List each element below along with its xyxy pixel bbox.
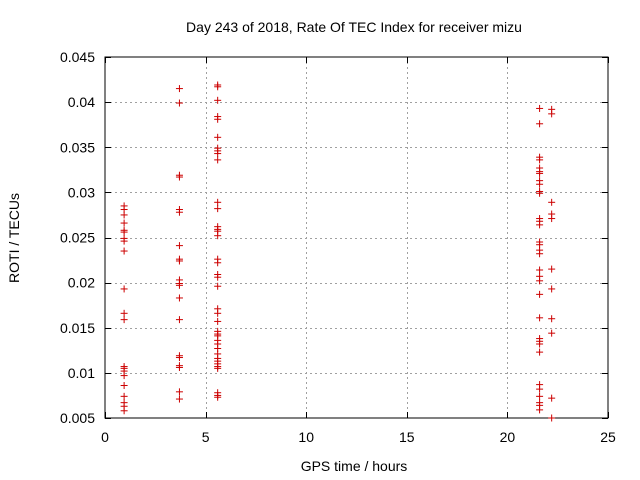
- data-point: [214, 198, 222, 206]
- data-point: [175, 208, 183, 216]
- y-tick-label: 0.03: [68, 184, 95, 200]
- data-point: [214, 133, 222, 141]
- data-point: [536, 406, 544, 414]
- y-axis-label: ROTI / TECUs: [6, 193, 22, 283]
- data-points: [120, 81, 556, 422]
- data-point: [214, 205, 222, 213]
- data-point: [175, 99, 183, 107]
- data-point: [214, 232, 222, 240]
- x-tick-label: 25: [600, 429, 616, 445]
- x-tick-label: 10: [298, 429, 314, 445]
- data-point: [536, 385, 544, 393]
- data-point: [536, 180, 544, 188]
- y-tick-label: 0.005: [60, 410, 95, 426]
- data-point: [548, 285, 556, 293]
- data-point: [548, 329, 556, 337]
- data-point: [536, 156, 544, 164]
- data-point: [120, 407, 128, 415]
- data-point: [548, 315, 556, 323]
- data-point: [214, 259, 222, 267]
- data-point: [536, 348, 544, 356]
- data-point: [120, 392, 128, 400]
- plot-frame: [104, 56, 609, 419]
- data-point: [120, 372, 128, 380]
- data-point: [536, 221, 544, 229]
- x-tick-label: 20: [500, 429, 516, 445]
- data-point: [120, 382, 128, 390]
- data-point: [536, 250, 544, 258]
- axis-ticks: 0 5 10 15 20 25 0.005 0.01 0.015 0.02 0.025 0.03 0.0…: [60, 49, 616, 445]
- data-point: [214, 115, 222, 123]
- y-tick-label: 0.045: [60, 49, 95, 65]
- y-tick-label: 0.035: [60, 139, 95, 155]
- data-point: [120, 247, 128, 255]
- x-axis-label: GPS time / hours: [301, 458, 408, 474]
- data-point: [536, 290, 544, 298]
- data-point: [548, 394, 556, 402]
- data-point: [548, 265, 556, 273]
- data-point: [120, 211, 128, 219]
- data-point: [214, 364, 222, 372]
- data-point: [120, 237, 128, 245]
- grid-lines: [105, 57, 608, 418]
- y-tick-label: 0.025: [60, 230, 95, 246]
- x-tick-label: 15: [399, 429, 415, 445]
- data-point: [536, 277, 544, 285]
- data-point: [536, 104, 544, 112]
- data-point: [536, 340, 544, 348]
- data-point: [175, 316, 183, 324]
- data-point: [214, 273, 222, 281]
- y-tick-label: 0.01: [68, 365, 95, 381]
- data-point: [175, 354, 183, 362]
- x-tick-label: 0: [101, 429, 109, 445]
- data-point: [536, 120, 544, 128]
- data-point: [214, 317, 222, 325]
- data-point: [536, 314, 544, 322]
- data-point: [214, 156, 222, 164]
- y-tick-label: 0.04: [68, 94, 95, 110]
- data-point: [120, 309, 128, 317]
- data-point: [548, 198, 556, 206]
- y-tick-label: 0.015: [60, 320, 95, 336]
- data-point: [120, 228, 128, 236]
- data-point: [120, 285, 128, 293]
- chart-title: Day 243 of 2018, Rate Of TEC Index for r…: [186, 19, 522, 35]
- data-point: [175, 395, 183, 403]
- data-point: [175, 363, 183, 371]
- data-point: [536, 392, 544, 400]
- data-point: [175, 257, 183, 265]
- data-point: [548, 414, 556, 422]
- data-point: [536, 189, 544, 197]
- data-point: [214, 282, 222, 290]
- data-point: [548, 110, 556, 118]
- data-point: [548, 215, 556, 223]
- data-point: [214, 150, 222, 158]
- data-point: [175, 281, 183, 289]
- data-point: [175, 388, 183, 396]
- data-point: [214, 309, 222, 317]
- data-point: [536, 266, 544, 274]
- data-point: [214, 393, 222, 401]
- data-point: [214, 83, 222, 91]
- data-point: [175, 173, 183, 181]
- data-point: [175, 294, 183, 302]
- data-point: [214, 96, 222, 104]
- data-point: [536, 169, 544, 177]
- x-tick-label: 5: [202, 429, 210, 445]
- y-tick-label: 0.02: [68, 275, 95, 291]
- data-point: [175, 85, 183, 93]
- data-point: [120, 316, 128, 324]
- data-point: [120, 219, 128, 227]
- data-point: [175, 242, 183, 250]
